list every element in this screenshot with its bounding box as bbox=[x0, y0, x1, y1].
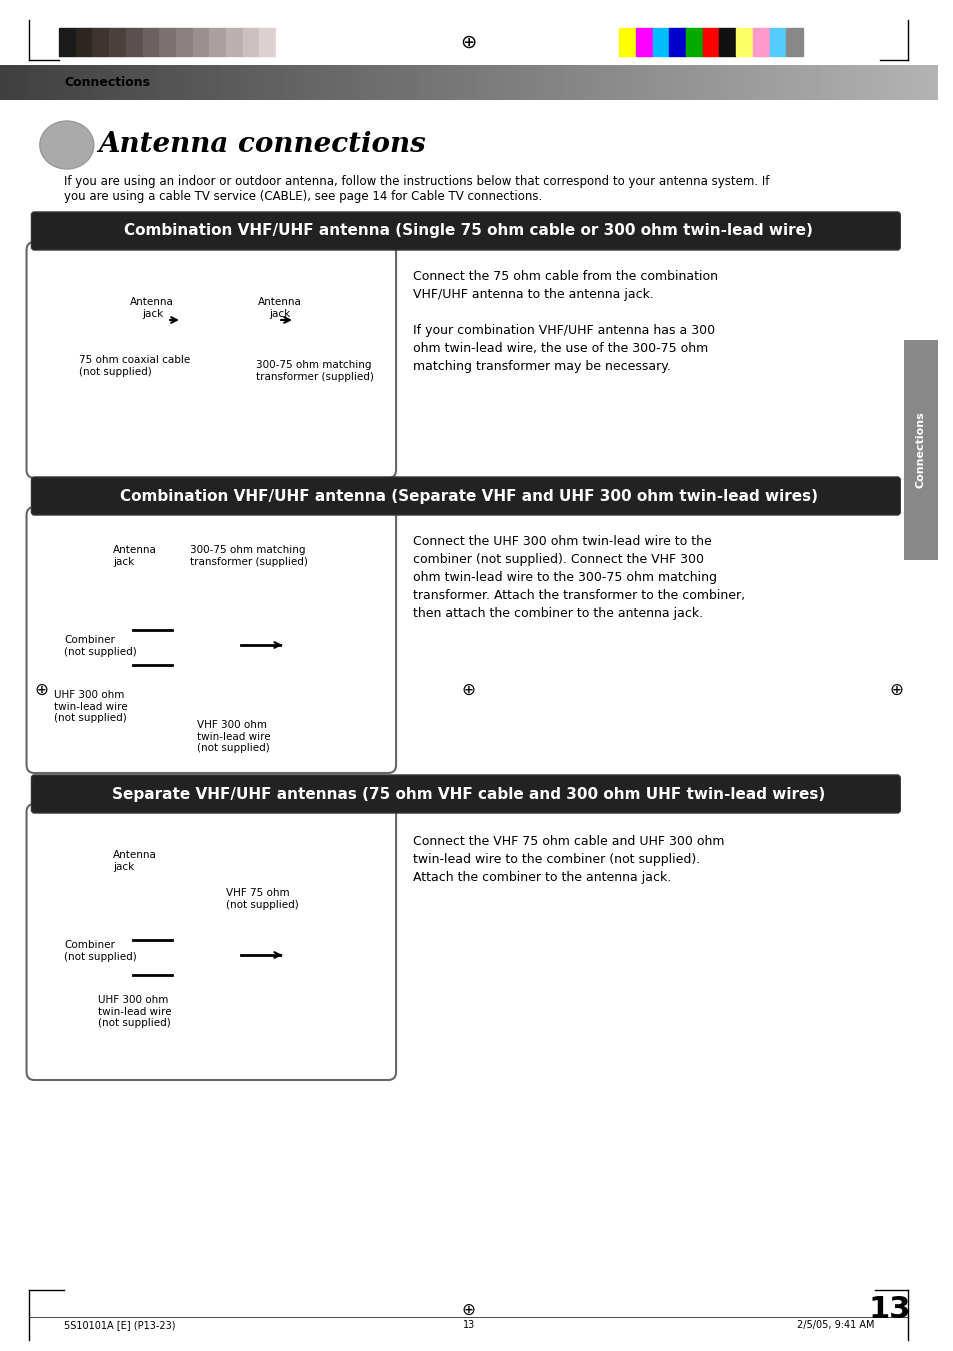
Ellipse shape bbox=[40, 122, 93, 169]
Bar bbox=[736, 28, 752, 55]
Text: VHF 75 ohm
(not supplied): VHF 75 ohm (not supplied) bbox=[226, 888, 298, 909]
Text: VHF 300 ohm
twin-lead wire
(not supplied): VHF 300 ohm twin-lead wire (not supplied… bbox=[196, 720, 270, 754]
Text: Antenna connections: Antenna connections bbox=[98, 131, 426, 158]
Text: Connect the VHF 75 ohm cable and UHF 300 ohm
twin-lead wire to the combiner (not: Connect the VHF 75 ohm cable and UHF 300… bbox=[413, 835, 723, 884]
Text: Combiner
(not supplied): Combiner (not supplied) bbox=[64, 940, 136, 962]
Text: 13: 13 bbox=[462, 1320, 475, 1329]
Bar bbox=[92, 28, 109, 55]
Bar bbox=[636, 28, 652, 55]
Text: 300-75 ohm matching
transformer (supplied): 300-75 ohm matching transformer (supplie… bbox=[190, 544, 307, 566]
Bar bbox=[285, 619, 313, 638]
Bar bbox=[652, 28, 669, 55]
Text: UHF 300 ohm
twin-lead wire
(not supplied): UHF 300 ohm twin-lead wire (not supplied… bbox=[54, 690, 128, 723]
Bar bbox=[126, 28, 142, 55]
Bar bbox=[172, 900, 240, 961]
Bar bbox=[719, 28, 736, 55]
Bar bbox=[226, 28, 242, 55]
Text: Connections: Connections bbox=[64, 76, 150, 89]
Text: If you are using an indoor or outdoor antenna, follow the instructions below tha: If you are using an indoor or outdoor an… bbox=[64, 176, 768, 203]
Text: Antenna
jack: Antenna jack bbox=[258, 297, 302, 319]
Bar bbox=[242, 28, 259, 55]
FancyBboxPatch shape bbox=[31, 775, 900, 813]
FancyBboxPatch shape bbox=[31, 212, 900, 250]
Bar bbox=[59, 28, 75, 55]
Bar bbox=[275, 28, 293, 55]
Text: Antenna
jack: Antenna jack bbox=[131, 297, 174, 319]
Bar bbox=[159, 28, 175, 55]
FancyBboxPatch shape bbox=[27, 507, 395, 773]
Bar bbox=[209, 28, 226, 55]
Bar bbox=[769, 28, 785, 55]
Bar bbox=[618, 28, 636, 55]
Text: 2/5/05, 9:41 AM: 2/5/05, 9:41 AM bbox=[797, 1320, 874, 1329]
Bar bbox=[259, 28, 275, 55]
Bar bbox=[903, 340, 937, 561]
Bar bbox=[175, 28, 193, 55]
Bar bbox=[669, 28, 685, 55]
Text: ⊕: ⊕ bbox=[888, 681, 902, 698]
Text: 300-75 ohm matching
transformer (supplied): 300-75 ohm matching transformer (supplie… bbox=[255, 359, 373, 381]
Bar bbox=[172, 590, 240, 650]
Text: 75 ohm coaxial cable
(not supplied): 75 ohm coaxial cable (not supplied) bbox=[78, 355, 190, 377]
FancyBboxPatch shape bbox=[31, 477, 900, 515]
Bar bbox=[109, 28, 126, 55]
Bar bbox=[75, 28, 92, 55]
Text: 5S10101A [E] (P13-23): 5S10101A [E] (P13-23) bbox=[64, 1320, 175, 1329]
Text: 13: 13 bbox=[867, 1296, 910, 1324]
Text: Connections: Connections bbox=[915, 412, 925, 488]
Text: Combination VHF/UHF antenna (Separate VHF and UHF 300 ohm twin-lead wires): Combination VHF/UHF antenna (Separate VH… bbox=[120, 489, 817, 504]
Text: UHF 300 ohm
twin-lead wire
(not supplied): UHF 300 ohm twin-lead wire (not supplied… bbox=[98, 994, 172, 1028]
Text: ⊕: ⊕ bbox=[460, 32, 476, 51]
Bar bbox=[752, 28, 769, 55]
FancyBboxPatch shape bbox=[27, 804, 395, 1079]
Text: Separate VHF/UHF antennas (75 ohm VHF cable and 300 ohm UHF twin-lead wires): Separate VHF/UHF antennas (75 ohm VHF ca… bbox=[112, 786, 824, 801]
FancyBboxPatch shape bbox=[27, 242, 395, 478]
Bar bbox=[685, 28, 702, 55]
Bar bbox=[702, 28, 719, 55]
Text: Connect the UHF 300 ohm twin-lead wire to the
combiner (not supplied). Connect t: Connect the UHF 300 ohm twin-lead wire t… bbox=[413, 535, 744, 620]
Bar bbox=[193, 28, 209, 55]
Text: Connect the 75 ohm cable from the combination
VHF/UHF antenna to the antenna jac: Connect the 75 ohm cable from the combin… bbox=[413, 270, 717, 373]
Bar bbox=[251, 304, 278, 322]
Bar bbox=[142, 304, 172, 322]
FancyArrow shape bbox=[103, 320, 142, 340]
Bar bbox=[142, 28, 159, 55]
Bar bbox=[294, 304, 322, 322]
Text: Combination VHF/UHF antenna (Single 75 ohm cable or 300 ohm twin-lead wire): Combination VHF/UHF antenna (Single 75 o… bbox=[124, 223, 812, 239]
Text: ⊕: ⊕ bbox=[461, 1301, 476, 1319]
Text: Antenna
jack: Antenna jack bbox=[112, 850, 156, 871]
Text: Combiner
(not supplied): Combiner (not supplied) bbox=[64, 635, 136, 657]
Bar bbox=[285, 929, 313, 947]
Text: ⊕: ⊕ bbox=[461, 681, 476, 698]
Bar bbox=[785, 28, 802, 55]
Text: ⊕: ⊕ bbox=[34, 681, 49, 698]
Text: Antenna
jack: Antenna jack bbox=[112, 544, 156, 566]
